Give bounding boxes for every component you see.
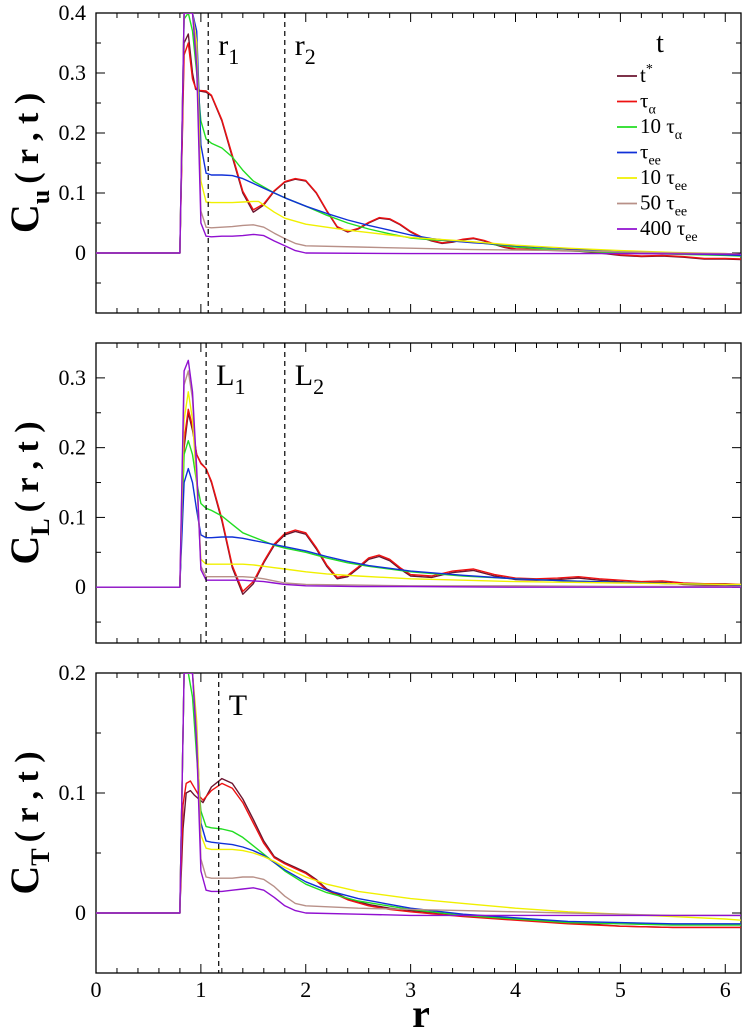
y-tick-label: 0.2 — [59, 120, 87, 145]
legend-item: τα — [617, 89, 656, 118]
legend-item: t* — [617, 62, 653, 87]
legend-item: 400 τee — [617, 216, 698, 245]
y-tick-label: 0.4 — [59, 0, 87, 25]
y-tick-label: 0.2 — [59, 435, 87, 460]
legend-label: τee — [640, 140, 661, 169]
x-tick-label: 5 — [615, 977, 626, 1002]
panel-2: 0 0.1 0.2 0.3 CL( r , t ) L1 L2 — [2, 342, 742, 644]
marker-label: L1 — [216, 359, 245, 399]
series-line-6 — [96, 13, 741, 255]
series-line-2 — [96, 780, 741, 929]
marker-label: r1 — [218, 29, 239, 69]
y-axis-label: CT( r , t ) — [2, 751, 55, 894]
plot-frame — [95, 672, 742, 974]
x-tick-label: 2 — [300, 977, 311, 1002]
y-tick-label: 0 — [75, 900, 86, 925]
legend-item: 50 τee — [617, 191, 687, 220]
x-axis-label: r — [412, 991, 430, 1032]
series-line-4 — [96, 673, 741, 925]
series-line-4 — [96, 467, 741, 588]
series-line-7 — [96, 673, 741, 917]
y-tick-label: 0 — [75, 240, 86, 265]
series-line-3 — [96, 440, 741, 588]
legend-item: 10 τα — [617, 114, 683, 143]
y-tick-label: 0.1 — [59, 180, 87, 205]
series-line-6 — [96, 370, 741, 588]
series-line-2 — [96, 408, 741, 593]
x-tick-label: 1 — [195, 977, 206, 1002]
legend-item: 10 τee — [617, 165, 687, 194]
x-tick-label: 4 — [510, 977, 521, 1002]
legend-label: 10 τα — [640, 114, 683, 143]
legend-label: 10 τee — [640, 165, 687, 194]
x-tick-label: 3 — [405, 977, 416, 1002]
y-axis-label: CL( r , t ) — [2, 421, 55, 564]
y-tick-label: 0.1 — [59, 780, 87, 805]
marker-label: r2 — [295, 29, 316, 69]
legend-label: t* — [640, 62, 653, 87]
panel-1: 0 0.1 0.2 0.3 0.4 Cu( r , t ) r1 r2 — [2, 0, 742, 314]
series-line-7 — [96, 13, 741, 255]
marker-label: T — [229, 689, 247, 722]
y-tick-label: 0 — [75, 574, 86, 599]
legend-label: τα — [640, 89, 656, 118]
series-line-5 — [96, 13, 741, 255]
y-tick-label: 0.3 — [59, 60, 87, 85]
legend-label: 400 τee — [640, 216, 698, 245]
legend-label: 50 τee — [640, 191, 687, 220]
y-axis-label: Cu( r , t ) — [2, 93, 55, 233]
series-line-5 — [96, 391, 741, 588]
x-tick-label: 6 — [720, 977, 731, 1002]
panel-3: 0 0.1 0.2 0 1 2 3 4 5 6 CT( r , t ) T — [2, 660, 742, 1002]
x-tick-label: 0 — [91, 977, 102, 1002]
series-line-1 — [96, 777, 741, 929]
y-tick-label: 0.3 — [59, 365, 87, 390]
series-line-3 — [96, 673, 741, 926]
marker-label: L2 — [295, 359, 324, 399]
y-tick-label: 0.1 — [59, 504, 87, 529]
series-line-5 — [96, 673, 741, 921]
panels-group: 0 0.1 0.2 0.3 0.4 Cu( r , t ) r1 r2 0 0.1 0.2 0.3 CL… — [2, 0, 742, 1002]
series-line-7 — [96, 359, 741, 588]
legend-title: t — [656, 28, 664, 59]
plot-frame — [95, 342, 742, 644]
y-tick-label: 0.2 — [59, 660, 87, 685]
legend-item: τee — [617, 140, 661, 169]
series-line-1 — [96, 412, 741, 595]
series-line-6 — [96, 673, 741, 917]
